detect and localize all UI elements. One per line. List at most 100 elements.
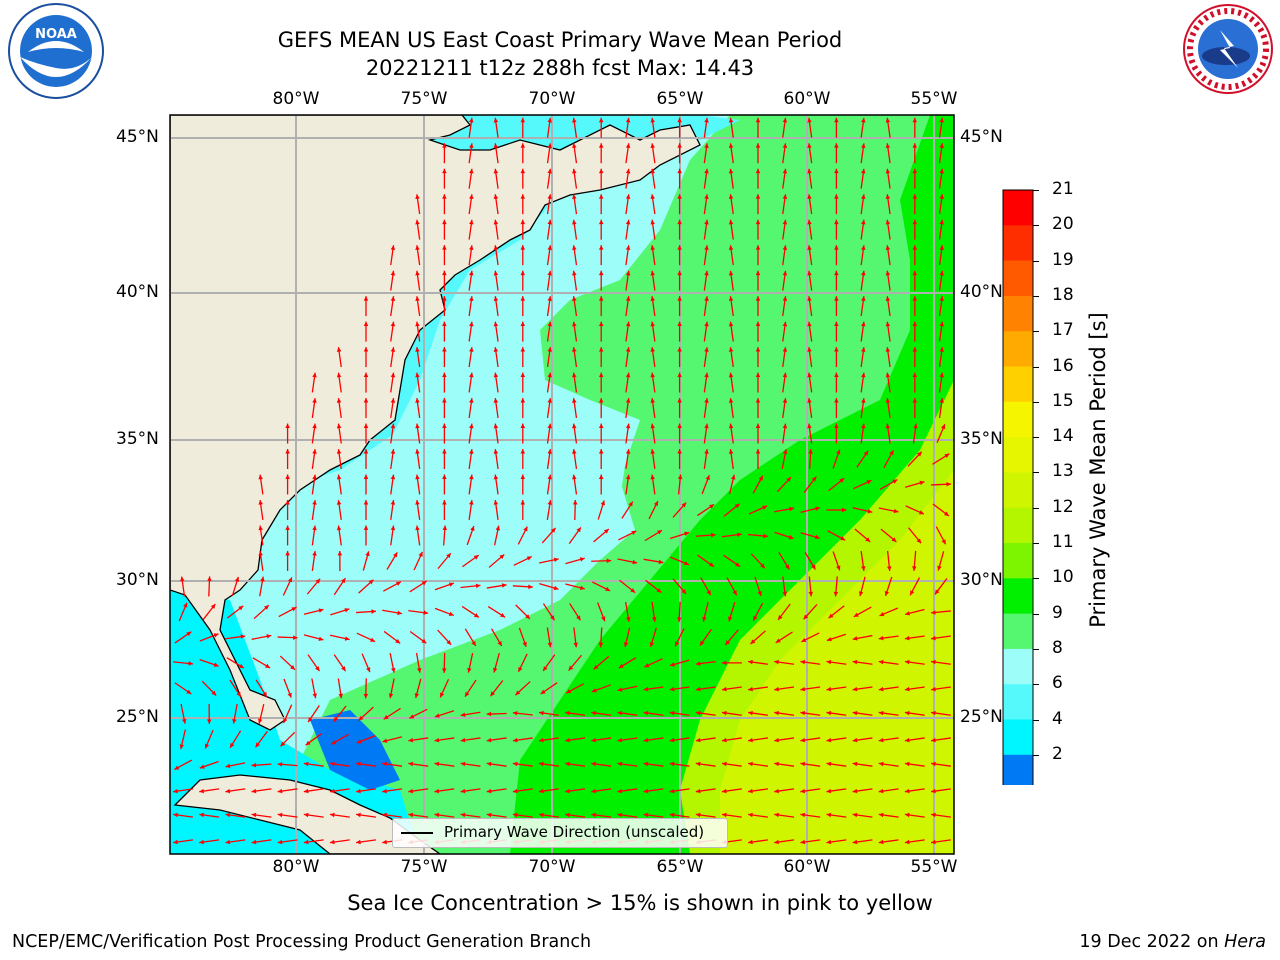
wave-arrow xyxy=(755,296,761,317)
footer-date-text: 19 Dec 2022 on xyxy=(1079,932,1219,952)
colorbar-segment xyxy=(1003,190,1033,226)
wave-arrow xyxy=(565,737,586,743)
wave-arrow xyxy=(677,168,682,189)
wave-arrow xyxy=(782,219,788,240)
wave-arrow xyxy=(311,423,317,444)
wave-arrow xyxy=(800,532,821,540)
wave-arrow xyxy=(336,347,342,368)
wave-arrow xyxy=(307,705,320,723)
wave-arrow xyxy=(565,812,586,818)
chart-title: GEFS MEAN US East Coast Primary Wave Mea… xyxy=(277,28,843,52)
wave-arrow xyxy=(617,761,638,767)
wave-arrow xyxy=(356,812,376,818)
wave-arrow xyxy=(363,347,369,368)
wave-arrow xyxy=(565,683,585,694)
wave-arrow xyxy=(493,245,499,266)
wave-arrow xyxy=(930,481,951,487)
wave-arrow xyxy=(774,506,795,513)
wave-arrow xyxy=(442,143,447,164)
wave-arrow xyxy=(701,474,710,495)
wave-arrow xyxy=(565,710,586,716)
wave-arrow xyxy=(748,788,768,794)
wave-arrow xyxy=(852,659,873,665)
wave-arrow xyxy=(174,631,192,644)
wave-arrow xyxy=(409,630,427,644)
wave-arrow xyxy=(885,143,891,164)
wave-arrow xyxy=(677,474,683,495)
wave-arrow xyxy=(336,423,342,444)
wave-arrow xyxy=(467,652,474,673)
wave-arrow xyxy=(229,730,242,749)
wave-arrow xyxy=(748,659,768,665)
wave-arrow xyxy=(258,550,264,571)
wave-arrow xyxy=(173,661,194,666)
wave-arrow xyxy=(774,761,795,767)
wave-arrow xyxy=(277,812,298,818)
wave-arrow xyxy=(807,321,813,342)
wave-arrow xyxy=(625,143,631,164)
wave-arrow xyxy=(677,245,682,266)
wave-arrow xyxy=(546,194,552,215)
wave-arrow xyxy=(938,321,944,342)
wave-arrow xyxy=(774,531,794,540)
wave-arrow xyxy=(251,762,272,768)
wave-arrow xyxy=(468,168,474,189)
wave-arrow xyxy=(697,503,715,517)
wave-arrow xyxy=(468,296,474,317)
legend-label: Primary Wave Direction (unscaled) xyxy=(444,823,705,841)
wave-arrow xyxy=(546,321,552,342)
wave-arrow xyxy=(565,761,586,767)
wave-arrow xyxy=(930,686,951,692)
wave-arrow xyxy=(932,503,950,517)
wave-arrow xyxy=(828,477,845,492)
wave-arrow xyxy=(800,506,821,513)
wave-arrow xyxy=(643,761,664,767)
wave-arrow xyxy=(199,633,219,642)
wave-arrow xyxy=(408,788,429,794)
wave-arrow xyxy=(546,219,552,240)
lon-label-bottom: 55°W xyxy=(910,857,958,877)
colorbar-tick-mark xyxy=(1033,190,1039,191)
wave-arrow xyxy=(225,839,246,845)
wave-arrow xyxy=(408,812,429,818)
wave-arrow xyxy=(383,707,401,720)
wave-arrow xyxy=(834,423,839,444)
wave-arrow xyxy=(826,633,847,642)
wave-arrow xyxy=(464,679,477,698)
wave-arrow xyxy=(199,839,220,845)
wave-arrow xyxy=(674,628,685,647)
wave-arrow xyxy=(748,761,768,767)
wave-arrow xyxy=(437,629,452,646)
wave-arrow xyxy=(879,479,898,490)
wave-arrow xyxy=(486,737,507,743)
wave-arrow xyxy=(650,270,656,291)
wave-arrow xyxy=(277,762,298,767)
wave-arrow xyxy=(938,245,944,266)
wave-arrow xyxy=(803,476,817,493)
wave-arrow xyxy=(826,710,847,716)
wave-arrow xyxy=(860,296,866,317)
wave-arrow xyxy=(878,737,899,743)
wave-arrow xyxy=(329,839,350,845)
wave-arrow xyxy=(938,372,944,393)
wave-arrow xyxy=(625,398,631,419)
wave-arrow xyxy=(755,372,761,393)
wave-arrow xyxy=(800,839,821,845)
wave-arrow xyxy=(520,423,526,444)
colorbar-tick-label: 9 xyxy=(1052,602,1063,623)
colorbar-label: Primary Wave Mean Period [s] xyxy=(1086,312,1110,628)
colorbar-tick-mark xyxy=(1033,260,1039,262)
wave-arrow xyxy=(625,270,631,291)
wave-arrow xyxy=(460,583,481,589)
wave-arrow xyxy=(541,527,557,544)
wave-arrow xyxy=(748,505,768,515)
wave-arrow xyxy=(782,143,788,164)
wave-arrow xyxy=(912,296,918,317)
wave-arrow xyxy=(486,711,507,717)
wave-arrow xyxy=(305,732,323,746)
wave-arrow xyxy=(807,143,813,164)
wave-arrow xyxy=(669,737,690,743)
wave-arrow xyxy=(598,296,604,317)
colorbar-segment xyxy=(1003,613,1033,650)
wave-arrow xyxy=(774,659,795,665)
